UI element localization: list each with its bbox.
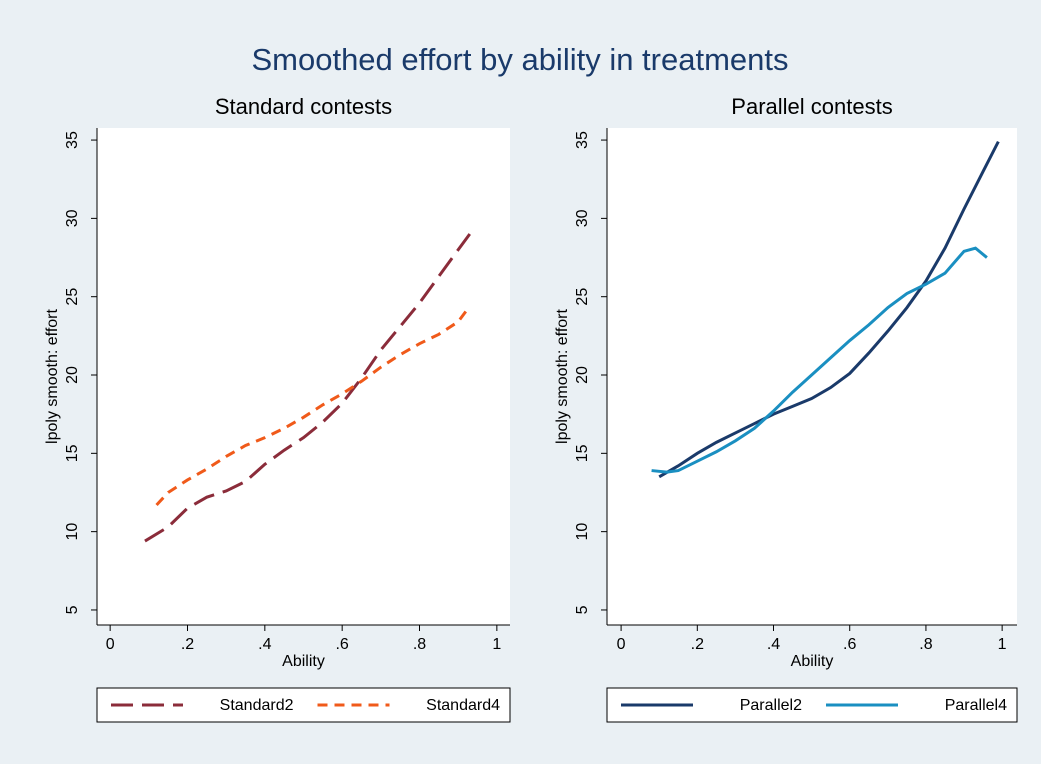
series-line [651,246,988,474]
x-axis-label: Ability [791,653,834,670]
y-tick-label: 30 [574,209,591,227]
y-tick-label: 20 [574,366,591,384]
x-axis-label: Ability [282,653,325,670]
y-tick-label: 20 [64,366,81,384]
legend-box [96,687,511,723]
x-tick-label: .4 [767,636,780,653]
x-tick-label: 1 [492,636,501,653]
x-tick-label: 0 [617,636,626,653]
series-line [658,140,1000,479]
panel-title: Standard contests [215,94,392,119]
legend-label: Parallel4 [945,697,1007,714]
figure-title: Smoothed effort by ability in treatments [251,42,788,77]
legend-label: Parallel2 [740,697,802,714]
y-tick-label: 5 [64,605,81,614]
x-tick-label: .4 [258,636,271,653]
y-tick-label: 15 [64,444,81,462]
y-tick-label: 35 [574,131,591,149]
legend-label: Standard4 [426,697,500,714]
y-tick-label: 25 [574,288,591,306]
x-tick-label: .8 [413,636,426,653]
x-tick-label: .6 [335,636,348,653]
y-tick-label: 10 [64,523,81,541]
y-tick-label: 5 [574,605,591,614]
legend-label: Standard2 [220,697,294,714]
y-axis-label: lpoly smooth: effort [44,309,61,444]
series-line [144,233,471,543]
y-axis-label: lpoly smooth: effort [554,309,571,444]
y-tick-label: 25 [64,288,81,306]
x-tick-label: .6 [843,636,856,653]
series-line [155,305,471,507]
x-tick-label: .8 [919,636,932,653]
y-tick-label: 35 [64,131,81,149]
y-tick-label: 15 [574,444,591,462]
x-tick-label: .2 [691,636,704,653]
y-tick-label: 10 [574,523,591,541]
plot-area [97,128,510,625]
x-tick-label: 1 [998,636,1007,653]
x-tick-label: .2 [181,636,194,653]
panel-title: Parallel contests [731,94,892,119]
y-tick-label: 30 [64,209,81,227]
x-tick-label: 0 [106,636,115,653]
